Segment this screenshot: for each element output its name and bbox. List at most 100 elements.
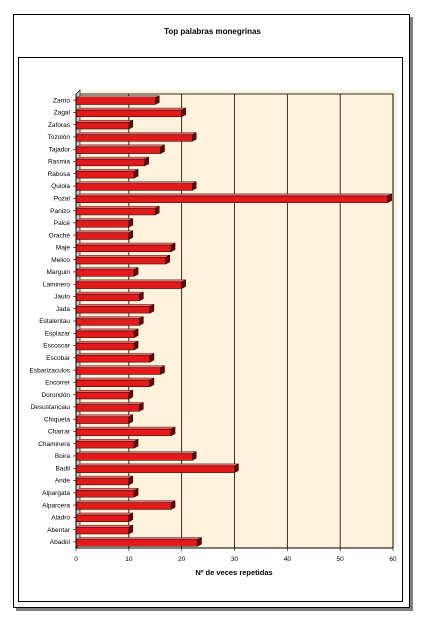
bar-front (75, 477, 130, 486)
bar-end-face (128, 524, 134, 535)
bar (75, 316, 144, 326)
bar-front (75, 453, 193, 461)
bar-top-face (75, 537, 202, 540)
bar (75, 377, 155, 388)
x-tick-label: 30 (231, 556, 239, 563)
y-tick-label: Zaforas (48, 122, 71, 129)
bar-front (75, 342, 135, 351)
bar-end-face (234, 463, 239, 473)
bar-top-face (75, 475, 133, 479)
bar-front (75, 183, 193, 191)
bar-front (75, 379, 151, 387)
bar-top-face (75, 242, 176, 246)
bar-top-face (75, 414, 133, 417)
x-tick-label: 0 (74, 556, 78, 563)
bar (75, 291, 144, 302)
y-tick-label: Boira (55, 453, 71, 460)
bar-end-face (160, 144, 165, 154)
bar-front (75, 539, 198, 547)
bar (75, 389, 134, 400)
x-tick-label: 20 (178, 556, 186, 563)
y-tick-label: Charrar (48, 429, 71, 436)
bar (75, 230, 134, 240)
bar (75, 254, 171, 265)
bar-end-face (165, 254, 171, 265)
y-tick-label: Maje (56, 245, 70, 252)
y-tick-label: Esbarizaculos (30, 367, 71, 374)
bar (75, 169, 139, 179)
bar-top-face (75, 512, 133, 516)
bar-front (75, 355, 151, 363)
bar (75, 475, 134, 486)
y-tick-label: Zarrio (53, 97, 70, 104)
y-tick-label: Tozolón (48, 134, 71, 141)
bar-top-face (75, 426, 176, 430)
bar-front (75, 306, 151, 314)
bar-front (75, 293, 140, 302)
y-tick-label: Escobar (46, 355, 71, 362)
bar-front (75, 171, 135, 179)
bar-front (75, 207, 156, 216)
bar-top-face (75, 291, 144, 295)
bar (75, 488, 139, 498)
bar-end-face (133, 169, 139, 179)
bar-front (75, 269, 135, 277)
bar-top-face (75, 107, 186, 111)
bar-front (75, 232, 130, 240)
bar-top-face (75, 193, 392, 197)
bar-front (75, 404, 140, 412)
bar (75, 439, 139, 449)
bar (75, 181, 197, 191)
bar-end-face (128, 230, 134, 240)
bar (75, 340, 139, 351)
bar-end-face (149, 377, 155, 388)
bar-top-face (75, 279, 186, 283)
bar (75, 156, 149, 167)
x-tick-label: 40 (284, 556, 292, 563)
bar-front (75, 134, 193, 142)
y-tick-label: Quiola (51, 183, 70, 190)
bar-end-face (170, 500, 176, 510)
y-tick-label: Oraché (49, 232, 71, 239)
bar (75, 193, 392, 203)
bar-front (75, 97, 156, 105)
y-tick-label: Melico (51, 257, 70, 264)
bar-top-face (75, 525, 133, 528)
bar-end-face (160, 365, 165, 375)
bar-front (75, 465, 235, 473)
bar-end-face (133, 488, 139, 498)
bar-front (75, 416, 130, 424)
bar-top-face (75, 402, 144, 405)
y-tick-label: Rabosa (48, 171, 71, 178)
chart-title: Top palabras monegrinas (164, 27, 261, 36)
bar (75, 512, 134, 523)
bar-end-face (128, 512, 134, 523)
bar-top-face (75, 144, 165, 148)
bar (75, 267, 139, 277)
bar-front (75, 158, 145, 167)
bar-end-face (128, 414, 134, 424)
bar (75, 451, 197, 461)
bar-end-face (133, 267, 139, 277)
bar-front (75, 502, 172, 510)
y-tick-label: Laminero (43, 281, 70, 288)
bar-front (75, 146, 161, 154)
bar-end-face (192, 132, 197, 142)
bar-top-face (75, 120, 133, 123)
bar-top-face (75, 377, 155, 381)
bar-top-face (75, 181, 197, 184)
y-tick-label: Abentar (47, 527, 71, 534)
y-tick-label: Alparcera (42, 502, 70, 509)
y-tick-label: Paicé (54, 220, 71, 227)
bar-front (75, 330, 135, 338)
bar-front (75, 391, 130, 400)
bar-front (75, 367, 161, 375)
bar-end-face (133, 340, 139, 351)
bar-front (75, 281, 182, 289)
bar-top-face (75, 500, 176, 503)
bar-top-face (75, 316, 144, 319)
y-tick-label: Rasmia (48, 159, 70, 166)
bar (75, 426, 176, 437)
bar-end-face (128, 475, 134, 486)
